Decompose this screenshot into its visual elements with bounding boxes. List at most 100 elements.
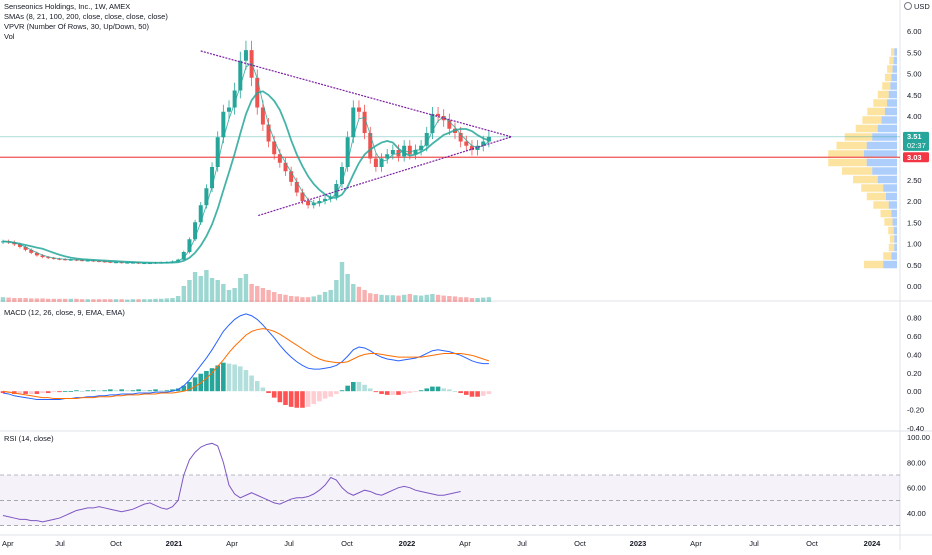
macd-histogram-bar (452, 391, 458, 392)
macd-histogram-bar (464, 391, 469, 395)
candle-body (345, 137, 350, 167)
macd-histogram-bar (339, 390, 345, 392)
rsi-axis-tick: 80.00 (907, 458, 926, 467)
candle-body (51, 257, 56, 259)
macd-histogram-bar (413, 391, 418, 393)
macd-histogram-bar (367, 388, 373, 392)
vpvr-row-up (887, 99, 897, 107)
macd-histogram-bar (62, 391, 68, 392)
candle-body (424, 133, 429, 146)
macd-histogram-bar (328, 391, 333, 397)
candle-body (436, 113, 441, 116)
rsi-pane-title[interactable]: RSI (14, close) (4, 434, 54, 443)
macd-histogram-bar (418, 390, 424, 392)
candle-body (311, 203, 316, 206)
vpvr-row-down (890, 48, 895, 56)
sma-indicator-label[interactable]: SMAs (8, 21, 100, 200, close, close, clo… (4, 12, 168, 21)
candle-body (317, 201, 322, 204)
macd-histogram-bar (317, 391, 322, 402)
volume-bar (328, 290, 333, 302)
vpvr-row-down (887, 65, 893, 73)
macd-pane-title[interactable]: MACD (12, 26, close, 9, EMA, EMA) (4, 308, 125, 317)
macd-histogram-bar (158, 390, 164, 392)
macd-histogram-bar (74, 390, 79, 392)
vpvr-row-up (891, 73, 897, 82)
vpvr-row-up (888, 90, 897, 99)
volume-bar (238, 278, 243, 302)
macd-histogram-bar (362, 384, 367, 392)
candle-body (108, 261, 113, 263)
candle-body (125, 262, 130, 264)
macd-axis-tick: 0.80 (907, 314, 922, 323)
candle-body (260, 107, 265, 125)
price-axis-tick: 1.50 (907, 218, 922, 227)
macd-histogram-bar (45, 391, 51, 394)
volume-bar (249, 284, 254, 302)
vpvr-row-up (890, 82, 897, 90)
candle-body (475, 145, 480, 150)
volume-bar (260, 288, 266, 302)
vpvr-row-down (862, 116, 882, 124)
candle-body (232, 90, 237, 108)
vpvr-row-down (855, 124, 878, 133)
volume-bar (232, 288, 237, 302)
macd-axis-tick: 0.00 (907, 387, 922, 396)
macd-histogram-bar (424, 388, 430, 392)
macd-histogram-bar (57, 391, 62, 393)
price-axis-tick: 2.50 (907, 176, 922, 185)
currency-selector[interactable]: USD (904, 2, 930, 11)
macd-histogram-bar (305, 391, 311, 407)
candle-body (198, 205, 203, 223)
vpvr-row-down (880, 209, 892, 218)
candle-body (413, 150, 418, 155)
vpvr-row-down (836, 141, 867, 150)
macd-histogram-bar (113, 390, 119, 392)
volume-bar (424, 294, 429, 302)
currency-label: USD (914, 2, 930, 11)
candle-body (458, 133, 463, 142)
volume-bar (464, 297, 469, 302)
volume-bar (142, 299, 147, 302)
candle-body (63, 259, 68, 261)
vpvr-row-down (867, 107, 885, 116)
volume-indicator-label[interactable]: Vol (4, 32, 15, 41)
volume-bar (6, 297, 11, 302)
candle-body (464, 141, 469, 146)
macd-histogram-bar (390, 391, 396, 395)
volume-bar (204, 270, 209, 302)
volume-bar (317, 294, 322, 302)
candle-body (176, 259, 181, 262)
vpvr-row-down (873, 99, 888, 107)
candle-body (407, 145, 412, 155)
price-axis-tick: 5.00 (907, 70, 922, 79)
volume-bar (198, 276, 203, 302)
volume-bar (0, 297, 6, 302)
volume-bar (300, 297, 305, 302)
candle-body (221, 111, 226, 138)
candle-body (362, 111, 367, 133)
time-axis-tick: 2021 (166, 539, 183, 548)
macd-histogram-bar (170, 389, 175, 392)
symbol-title[interactable]: Senseonics Holdings, Inc., 1W, AMEX (4, 2, 131, 11)
volume-bar (475, 298, 480, 302)
vpvr-row-down (842, 167, 873, 175)
candle-body (17, 244, 22, 247)
volume-bar (407, 294, 412, 302)
macd-histogram-bar (40, 391, 45, 394)
candle-body (294, 181, 299, 193)
volume-bar (481, 297, 486, 302)
macd-histogram-bar (322, 391, 328, 399)
candle-body (277, 154, 282, 163)
macd-histogram-bar (334, 391, 339, 394)
candle-body (390, 150, 395, 155)
price-axis-tick: 4.50 (907, 91, 922, 100)
vpvr-row-up (872, 167, 897, 175)
volume-bar (266, 290, 271, 302)
vpvr-indicator-label[interactable]: VPVR (Number Of Rows, 30, Up/Down, 50) (4, 22, 150, 31)
macd-histogram-bar (249, 375, 254, 392)
macd-axis-tick: 0.40 (907, 350, 922, 359)
time-axis-tick: Oct (806, 539, 819, 548)
